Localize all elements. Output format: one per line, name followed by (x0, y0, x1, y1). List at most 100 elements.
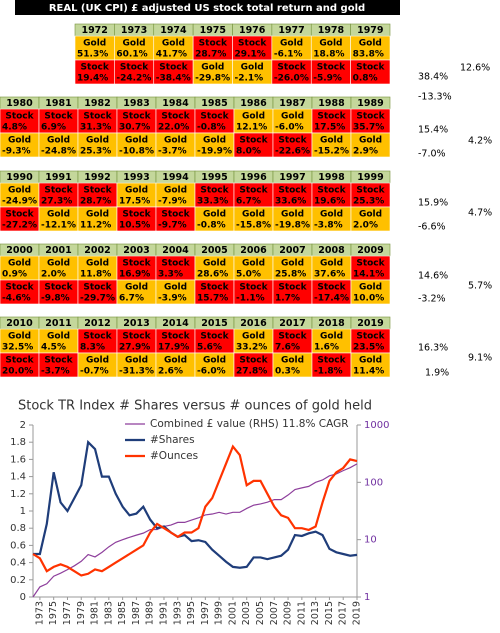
y-tick-label: 2 (20, 420, 26, 431)
cell (77, 352, 118, 378)
cell-value: -0.8% (197, 123, 226, 133)
cell (350, 132, 391, 158)
cell-value: 17.5% (119, 197, 150, 207)
cell-label: Stock (81, 63, 110, 73)
cell (272, 279, 313, 305)
year-header: 1993 (123, 172, 149, 183)
cell-label: Gold (47, 136, 70, 146)
summary-bottom: -3.2% (418, 294, 446, 305)
summary-top: 14.6% (418, 271, 448, 282)
summary-overall: 9.1% (468, 353, 492, 364)
cell-value: 6.7% (236, 197, 261, 207)
cell (233, 182, 274, 208)
y-tick-label: 1 (20, 506, 26, 517)
cell (311, 328, 352, 354)
cell-value: 17.5% (314, 123, 345, 133)
cell-label: Stock (83, 112, 112, 122)
cell (350, 182, 391, 208)
cell-value: 23.5% (353, 343, 384, 353)
cell (116, 182, 157, 208)
cell-label: Stock (200, 283, 229, 293)
year-header: 1972 (81, 25, 107, 36)
year-header: 2000 (6, 245, 33, 256)
cell-label: Stock (120, 63, 149, 73)
cell-label: Stock (200, 332, 229, 342)
year-header: 2014 (162, 318, 189, 329)
year-header: 1977 (278, 25, 304, 36)
cell-value: 20.0% (2, 367, 33, 377)
cell (155, 328, 196, 354)
cell-label: Gold (319, 39, 342, 49)
legend-label: #Shares (150, 434, 195, 446)
cell-value: 12.1% (236, 123, 267, 133)
legend-label: #Ounces (150, 450, 198, 462)
cell-label: Gold (162, 39, 185, 49)
year-header: 1973 (121, 25, 147, 36)
cell-value: -31.3% (119, 367, 154, 377)
y2-tick-label: 100 (364, 477, 383, 488)
cell-value: -9.7% (158, 221, 187, 231)
cell-value: -15.2% (314, 147, 349, 157)
x-tick-label: 1995 (186, 601, 197, 625)
cell-value: -27.2% (2, 221, 37, 231)
cell-label: Stock (239, 283, 268, 293)
cell-label: Gold (125, 186, 148, 196)
year-header: 2016 (240, 318, 267, 329)
cell (272, 132, 313, 158)
x-tick-label: 1987 (131, 601, 142, 625)
summary-overall: 12.6% (460, 63, 490, 74)
cell-value: -1.1% (236, 294, 265, 304)
cell-value: -38.4% (156, 74, 191, 84)
cell-value: 0.9% (2, 270, 27, 280)
cell (350, 279, 391, 305)
year-header: 2001 (45, 245, 71, 256)
x-tick-label: 1991 (158, 601, 169, 625)
cell-label: Stock (122, 259, 151, 269)
cell-label: Gold (123, 39, 146, 49)
cell-value: 2.9% (353, 147, 378, 157)
year-header: 1981 (45, 98, 71, 109)
x-tick-label: 1993 (172, 601, 183, 625)
cell-value: -15.8% (236, 221, 271, 231)
x-tick-label: 1977 (62, 601, 73, 625)
cell-value: 17.9% (158, 343, 189, 353)
cell-value: -26.0% (274, 74, 309, 84)
cell (233, 255, 274, 281)
cell-label: Stock (83, 186, 112, 196)
cell-label: Stock (278, 136, 307, 146)
year-header: 1988 (318, 98, 345, 109)
cell-label: Stock (161, 210, 190, 220)
summary-bottom: -7.0% (418, 149, 446, 160)
cell-value: -3.9% (158, 294, 187, 304)
cell-value: -24.9% (2, 197, 37, 207)
cell-value: 28.7% (195, 50, 226, 60)
cell-label: Gold (281, 356, 304, 366)
cell (38, 132, 79, 158)
cell (233, 279, 274, 305)
cell-value: 18.8% (313, 50, 344, 60)
legend-label: Combined £ value (RHS) 11.8% CAGR (150, 418, 349, 430)
cell-value: 22.0% (158, 123, 189, 133)
x-tick-label: 2015 (324, 601, 335, 625)
cell-label: Gold (86, 356, 109, 366)
cell (155, 132, 196, 158)
cell-value: 2.0% (41, 270, 66, 280)
cell-label: Stock (239, 136, 268, 146)
cell-label: Gold (125, 356, 148, 366)
cell-value: -1.8% (314, 367, 343, 377)
cell-label: Stock (159, 63, 188, 73)
cell-label: Gold (47, 332, 70, 342)
cell-value: 4.8% (2, 123, 27, 133)
cell (77, 279, 118, 305)
cell-label: Gold (359, 210, 382, 220)
cell-label: Gold (47, 210, 70, 220)
cell-label: Stock (83, 283, 112, 293)
cell (155, 255, 196, 281)
cell-label: Gold (164, 136, 187, 146)
x-tick-label: 1973 (34, 601, 45, 625)
cell (116, 132, 157, 158)
cell-value: 30.7% (119, 123, 150, 133)
year-header: 1983 (123, 98, 149, 109)
x-tick-label: 2019 (352, 601, 363, 625)
cell-label: Gold (86, 136, 109, 146)
